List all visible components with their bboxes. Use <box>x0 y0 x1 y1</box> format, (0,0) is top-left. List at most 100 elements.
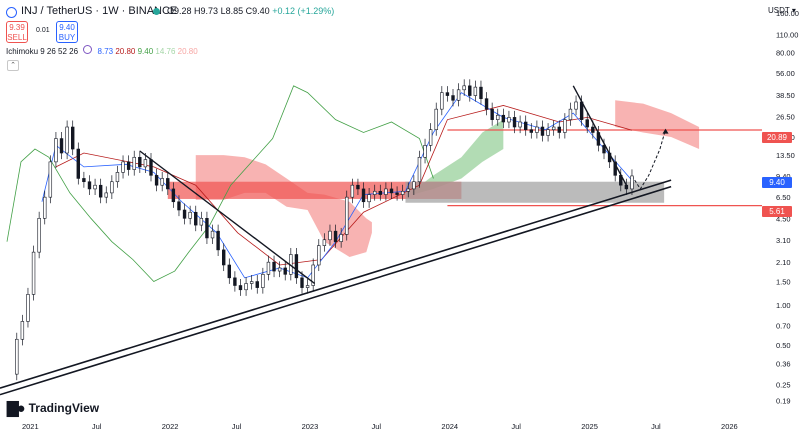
y-tick-label: 3.10 <box>776 236 791 245</box>
y-tick-label: 1.00 <box>776 301 791 310</box>
y-tick-label: 38.50 <box>776 91 795 100</box>
chikou-value: 9.40 <box>137 47 154 56</box>
candle-body <box>518 121 522 128</box>
x-tick-label: 2023 <box>302 422 319 431</box>
projection-arrowhead <box>662 128 669 134</box>
candle-body <box>121 161 125 173</box>
chevron-down-icon: ▾ <box>791 6 796 15</box>
candle-body <box>205 218 209 239</box>
candle-body <box>328 230 332 241</box>
y-tick-label: 0.19 <box>776 396 791 405</box>
candle-body <box>110 181 114 194</box>
downtrend-line-2022 <box>139 150 316 285</box>
candle-body <box>428 129 433 146</box>
candle-body <box>546 129 550 136</box>
candle-body <box>54 138 58 163</box>
candle-body <box>182 209 187 219</box>
candle-body <box>149 159 153 176</box>
tradingview-wordmark: TradingView <box>28 401 100 415</box>
candle-body <box>317 245 321 266</box>
x-tick-label: 2025 <box>581 422 598 431</box>
sell-button[interactable]: 9.39 SELL <box>6 21 28 43</box>
candle-body <box>350 184 355 198</box>
candle-body <box>473 86 478 96</box>
candle-body <box>540 126 545 136</box>
indicator-name: Ichimoku 9 26 52 26 <box>6 47 79 56</box>
ichimoku-clouds <box>195 100 700 257</box>
y-tick-label: 56.00 <box>776 69 795 78</box>
candle-body <box>395 192 399 195</box>
candle-body <box>568 108 573 120</box>
zones <box>167 181 665 203</box>
cloud-bearish-2025 <box>615 100 700 150</box>
sell-price: 9.39 <box>9 23 25 32</box>
indicator-settings-icon[interactable] <box>83 45 93 54</box>
candle-body <box>339 234 343 242</box>
candle-body <box>194 211 198 226</box>
candle-body <box>177 201 181 211</box>
buy-button[interactable]: 9.40 BUY <box>56 21 78 43</box>
candle-body <box>244 283 248 291</box>
collapse-chevron-icon[interactable]: ⌃ <box>7 60 19 71</box>
candle-body <box>272 261 276 272</box>
candle-body <box>283 267 287 275</box>
candle-body <box>171 188 176 203</box>
candle-body <box>613 161 617 176</box>
y-tick-label: 0.25 <box>776 381 791 390</box>
candle-body <box>384 188 388 195</box>
candle-body <box>462 85 466 91</box>
candle-body <box>361 188 366 203</box>
x-tick-label: 2022 <box>162 422 179 431</box>
currency-selector[interactable]: USDT ▾ <box>768 6 796 15</box>
symbol-icon <box>6 7 17 18</box>
candle-body <box>311 264 315 286</box>
horizontal-levels <box>447 129 762 207</box>
time-axis: 2021 Jul 2022 Jul 2023 Jul 2024 Jul 2025 Jul 2026 <box>22 422 738 431</box>
ohlc-close: C9.40 <box>245 6 270 16</box>
candle-body <box>59 138 64 154</box>
candle-body <box>26 294 30 322</box>
candle-body <box>65 126 69 154</box>
candle-body <box>216 230 220 251</box>
candle-body <box>574 101 578 110</box>
tradingview-logo[interactable]: ▇● TradingView <box>7 399 99 417</box>
y-tick-label: 13.50 <box>776 151 795 160</box>
candle-body <box>48 161 53 198</box>
projected-path <box>631 129 667 190</box>
ohlc-open: O9.28 <box>167 6 192 16</box>
candle-body <box>389 188 394 194</box>
candle-body <box>400 190 405 195</box>
indicator-legend[interactable]: Ichimoku 9 26 52 26 8.73 20.80 9.40 14.7… <box>6 45 198 56</box>
support-price-tag: 5.61 <box>762 206 792 217</box>
candle-body <box>126 161 131 170</box>
candle-body <box>98 184 103 198</box>
x-tick-label: Jul <box>232 422 242 431</box>
candle-body <box>266 261 271 275</box>
candle-body <box>501 114 506 123</box>
span-b-value: 20.80 <box>177 47 198 56</box>
trendlines <box>0 85 672 396</box>
candle-body <box>76 148 80 179</box>
cloud-bearish-2022 <box>195 155 372 257</box>
symbol-title[interactable]: INJ / TetherUS · 1W · BINANCE <box>21 5 178 17</box>
y-tick-label: 160.00 <box>776 9 799 18</box>
sell-label: SELL <box>7 33 27 42</box>
candle-body <box>160 178 164 186</box>
candle-body <box>238 285 243 291</box>
chikou-line <box>6 85 434 283</box>
buy-label: BUY <box>58 33 76 42</box>
candle-body <box>507 117 511 123</box>
resistance-price-tag: 20.89 <box>762 132 792 143</box>
candle-body <box>624 184 629 190</box>
candles <box>15 79 634 381</box>
red-resistance-zone <box>167 181 462 199</box>
y-tick-label: 0.36 <box>776 360 791 369</box>
candle-body <box>37 218 41 253</box>
candle-body <box>373 190 377 195</box>
candle-body <box>43 196 47 219</box>
candle-body <box>378 190 383 195</box>
y-tick-label: 6.50 <box>776 193 791 202</box>
candle-body <box>630 175 634 190</box>
y-tick-label: 4.50 <box>776 214 791 223</box>
